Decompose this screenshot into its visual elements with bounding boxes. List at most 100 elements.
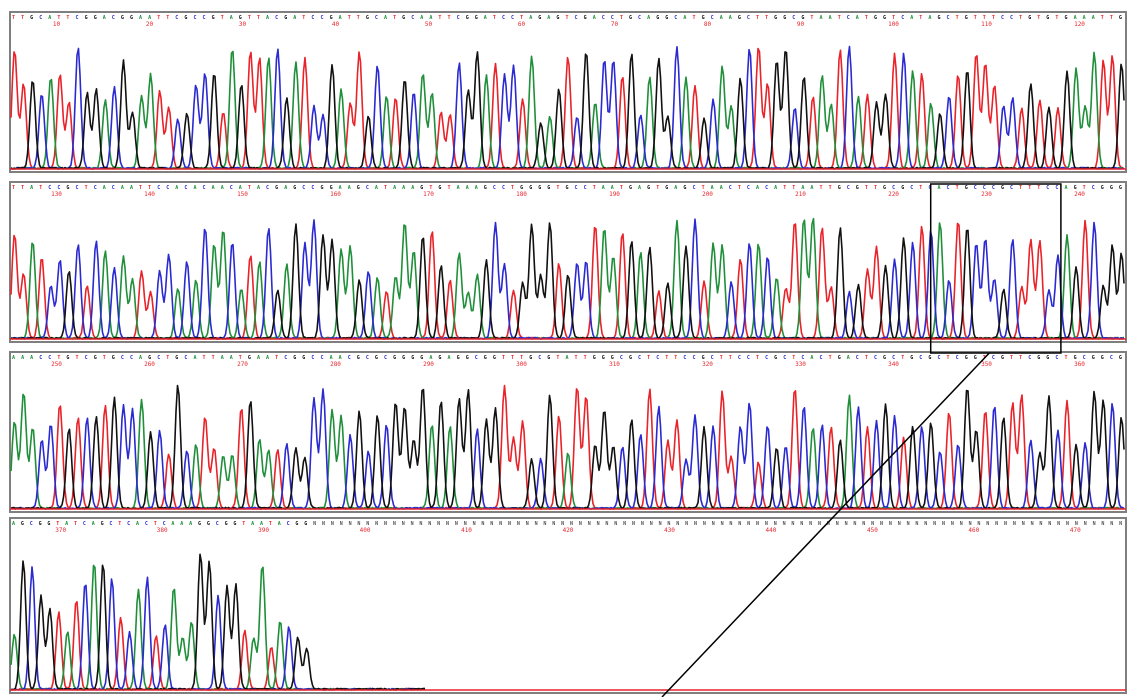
base-call: T: [157, 15, 160, 21]
base-call: C: [511, 15, 514, 21]
base-call: N: [765, 521, 768, 527]
base-call: C: [856, 355, 859, 361]
base-call: G: [375, 355, 378, 361]
base-call: G: [702, 355, 705, 361]
base-call: G: [225, 521, 228, 527]
base-call: A: [251, 521, 254, 527]
base-call: N: [969, 521, 972, 527]
base-call: A: [339, 15, 342, 21]
base-call: C: [693, 355, 696, 361]
base-call: C: [157, 355, 160, 361]
base-call: N: [845, 521, 848, 527]
base-call: T: [239, 355, 242, 361]
base-call: G: [420, 355, 423, 361]
base-call: C: [121, 355, 124, 361]
base-call: A: [230, 15, 233, 21]
base-call: T: [729, 355, 732, 361]
position-tick-label: 280: [330, 361, 341, 368]
base-call: N: [915, 521, 918, 527]
base-call: A: [393, 185, 396, 191]
base-call: A: [194, 355, 197, 361]
position-tick-label: 250: [51, 361, 62, 368]
base-call: G: [611, 355, 614, 361]
base-call: N: [960, 521, 963, 527]
base-call: N: [667, 521, 670, 527]
base-call: A: [260, 521, 263, 527]
base-call: C: [94, 185, 97, 191]
base-call: G: [207, 521, 210, 527]
base-call: N: [1022, 521, 1025, 527]
base-call: C: [602, 15, 605, 21]
base-call: A: [466, 185, 469, 191]
base-call: T: [438, 15, 441, 21]
base-call: T: [620, 185, 623, 191]
base-call: C: [1046, 185, 1049, 191]
base-call: A: [293, 15, 296, 21]
position-tick-label: 120: [1074, 21, 1085, 28]
position-tick-label: 110: [981, 21, 992, 28]
position-tick-label: 40: [332, 21, 340, 28]
base-call: A: [375, 185, 378, 191]
base-call: C: [847, 185, 850, 191]
base-call: G: [965, 15, 968, 21]
base-call: N: [995, 521, 998, 527]
position-tick-label: 340: [888, 361, 899, 368]
base-call: G: [330, 15, 333, 21]
base-call: N: [384, 521, 387, 527]
base-call: A: [103, 15, 106, 21]
base-call: N: [933, 521, 936, 527]
base-call: T: [302, 15, 305, 21]
base-call: C: [992, 355, 995, 361]
base-call: C: [194, 15, 197, 21]
base-call: C: [747, 15, 750, 21]
base-call: T: [865, 185, 868, 191]
base-call: N: [366, 521, 369, 527]
base-call: C: [457, 15, 460, 21]
base-call: N: [437, 521, 440, 527]
base-call: C: [956, 355, 959, 361]
base-call: T: [74, 521, 77, 527]
base-call: A: [30, 185, 33, 191]
base-call: A: [547, 15, 550, 21]
position-tick-label: 410: [461, 527, 472, 534]
base-call: G: [538, 15, 541, 21]
base-call: G: [438, 355, 441, 361]
base-call: T: [956, 185, 959, 191]
base-call: A: [30, 355, 33, 361]
base-call: A: [411, 185, 414, 191]
base-call: C: [411, 15, 414, 21]
base-call: N: [570, 521, 573, 527]
base-call: A: [130, 185, 133, 191]
base-call: T: [57, 355, 60, 361]
base-call: N: [473, 521, 476, 527]
position-tick-label: 320: [702, 361, 713, 368]
base-call: C: [738, 355, 741, 361]
base-call: G: [121, 15, 124, 21]
base-call: T: [838, 15, 841, 21]
base-call: N: [862, 521, 865, 527]
base-call: G: [883, 355, 886, 361]
base-call: T: [139, 185, 142, 191]
base-call: A: [729, 15, 732, 21]
base-call: N: [535, 521, 538, 527]
base-call: G: [556, 15, 559, 21]
base-call: A: [171, 521, 174, 527]
base-call: T: [892, 15, 895, 21]
base-call: G: [629, 355, 632, 361]
base-call: G: [702, 15, 705, 21]
base-call: C: [321, 355, 324, 361]
base-call: C: [175, 15, 178, 21]
base-call: G: [529, 355, 532, 361]
base-call: G: [656, 15, 659, 21]
position-tick-label: 350: [981, 361, 992, 368]
base-call: T: [575, 355, 578, 361]
base-call: G: [198, 521, 201, 527]
base-call: T: [12, 15, 15, 21]
base-call: A: [683, 15, 686, 21]
base-call: C: [747, 185, 750, 191]
base-call: C: [711, 355, 714, 361]
base-call: C: [48, 355, 51, 361]
base-call: G: [838, 185, 841, 191]
base-call: T: [566, 15, 569, 21]
base-call: N: [747, 521, 750, 527]
